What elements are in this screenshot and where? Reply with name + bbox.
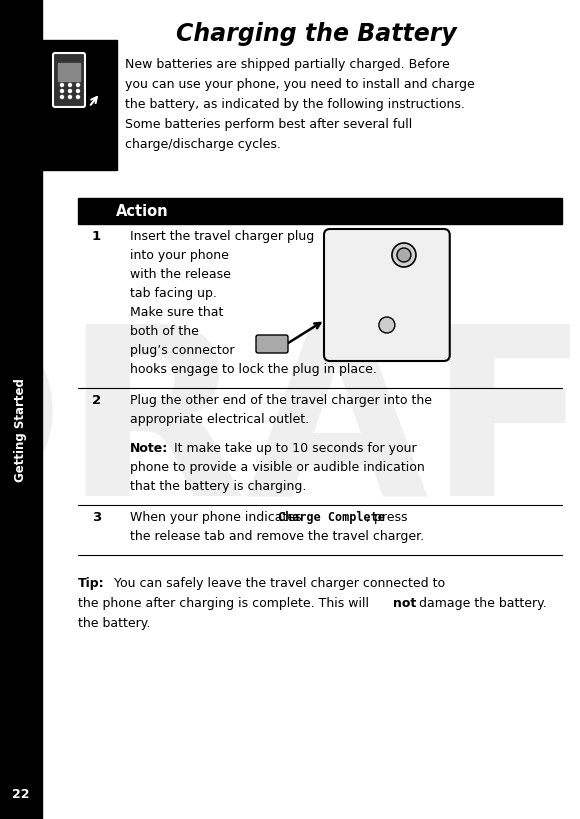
Text: Make sure that: Make sure that <box>130 306 223 319</box>
Circle shape <box>60 84 63 87</box>
Text: the battery.: the battery. <box>78 617 150 630</box>
Text: the battery, as indicated by the following instructions.: the battery, as indicated by the followi… <box>125 98 465 111</box>
Text: tab facing up.: tab facing up. <box>130 287 217 300</box>
FancyBboxPatch shape <box>53 53 85 107</box>
Text: Insert the travel charger plug: Insert the travel charger plug <box>130 230 314 243</box>
Text: , press: , press <box>366 511 408 524</box>
Text: Some batteries perform best after several full: Some batteries perform best after severa… <box>125 118 412 131</box>
Text: the phone after charging is complete. This will: the phone after charging is complete. Th… <box>78 597 373 610</box>
Circle shape <box>397 248 411 262</box>
Bar <box>42 40 117 170</box>
Text: not: not <box>393 597 416 610</box>
Text: DRAFT: DRAFT <box>0 316 580 544</box>
Text: Charging the Battery: Charging the Battery <box>176 22 456 46</box>
Text: When your phone indicates: When your phone indicates <box>130 511 306 524</box>
Text: charge/discharge cycles.: charge/discharge cycles. <box>125 138 281 151</box>
Text: Getting Started: Getting Started <box>14 378 27 482</box>
Text: 3: 3 <box>92 511 101 524</box>
Text: with the release: with the release <box>130 268 231 281</box>
Circle shape <box>68 96 71 98</box>
Text: you can use your phone, you need to install and charge: you can use your phone, you need to inst… <box>125 78 475 91</box>
Text: New batteries are shipped partially charged. Before: New batteries are shipped partially char… <box>125 58 450 71</box>
Text: that the battery is charging.: that the battery is charging. <box>130 480 306 493</box>
Text: Plug the other end of the travel charger into the: Plug the other end of the travel charger… <box>130 394 432 407</box>
Circle shape <box>392 243 416 267</box>
Circle shape <box>77 96 79 98</box>
Text: 2: 2 <box>92 394 101 407</box>
Circle shape <box>60 96 63 98</box>
Text: 22: 22 <box>12 789 30 802</box>
Text: appropriate electrical outlet.: appropriate electrical outlet. <box>130 413 309 426</box>
Circle shape <box>77 89 79 93</box>
Text: into your phone: into your phone <box>130 249 229 262</box>
Text: the release tab and remove the travel charger.: the release tab and remove the travel ch… <box>130 530 424 543</box>
Text: Charge Complete: Charge Complete <box>278 511 385 524</box>
Bar <box>0 0 42 819</box>
Circle shape <box>68 89 71 93</box>
Text: Action: Action <box>116 203 169 219</box>
FancyBboxPatch shape <box>324 229 450 361</box>
Circle shape <box>60 89 63 93</box>
Circle shape <box>379 317 395 333</box>
Bar <box>58 63 80 81</box>
Text: damage the battery.: damage the battery. <box>415 597 547 610</box>
Text: You can safely leave the travel charger connected to: You can safely leave the travel charger … <box>110 577 445 590</box>
FancyBboxPatch shape <box>256 335 288 353</box>
Text: It make take up to 10 seconds for your: It make take up to 10 seconds for your <box>170 442 416 455</box>
Text: both of the: both of the <box>130 325 199 338</box>
Text: hooks engage to lock the plug in place.: hooks engage to lock the plug in place. <box>130 363 377 376</box>
Text: Note:: Note: <box>130 442 168 455</box>
Text: 1: 1 <box>92 230 101 243</box>
Circle shape <box>77 84 79 87</box>
Circle shape <box>68 84 71 87</box>
Text: plug’s connector: plug’s connector <box>130 344 234 357</box>
Bar <box>78 198 562 224</box>
Text: Tip:: Tip: <box>78 577 104 590</box>
Text: phone to provide a visible or audible indication: phone to provide a visible or audible in… <box>130 461 425 474</box>
